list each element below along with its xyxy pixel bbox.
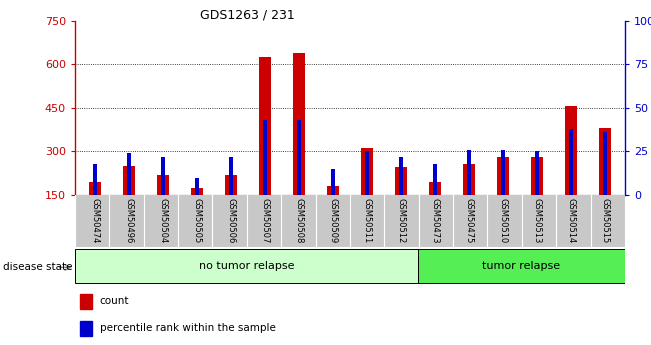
Bar bbox=[127, 153, 132, 195]
Bar bbox=[263, 120, 267, 195]
Text: no tumor relapse: no tumor relapse bbox=[199, 261, 294, 270]
Bar bbox=[361, 148, 373, 195]
Bar bbox=[331, 169, 335, 195]
Bar bbox=[191, 188, 203, 195]
Text: GSM50515: GSM50515 bbox=[600, 197, 609, 243]
Text: GSM50514: GSM50514 bbox=[566, 197, 575, 243]
Text: count: count bbox=[100, 296, 129, 306]
Text: GSM50474: GSM50474 bbox=[90, 197, 100, 243]
Text: GSM50511: GSM50511 bbox=[363, 197, 371, 243]
Bar bbox=[497, 157, 508, 195]
Text: GSM50506: GSM50506 bbox=[227, 197, 236, 243]
Bar bbox=[80, 294, 92, 309]
Bar bbox=[89, 182, 101, 195]
Text: GSM50496: GSM50496 bbox=[125, 197, 133, 243]
Bar bbox=[531, 157, 543, 195]
Text: GDS1263 / 231: GDS1263 / 231 bbox=[200, 9, 295, 22]
Text: GSM50512: GSM50512 bbox=[396, 197, 406, 243]
Bar bbox=[467, 150, 471, 195]
Text: GSM50504: GSM50504 bbox=[159, 197, 168, 243]
Bar bbox=[564, 106, 577, 195]
Bar bbox=[93, 164, 97, 195]
Bar bbox=[534, 151, 539, 195]
Bar bbox=[225, 175, 237, 195]
Text: GSM50513: GSM50513 bbox=[532, 197, 541, 243]
Bar bbox=[395, 167, 407, 195]
Text: GSM50475: GSM50475 bbox=[464, 197, 473, 243]
Bar bbox=[157, 175, 169, 195]
Bar bbox=[123, 166, 135, 195]
Text: GSM50505: GSM50505 bbox=[193, 197, 202, 243]
Bar bbox=[463, 165, 475, 195]
Bar bbox=[433, 164, 437, 195]
Bar bbox=[568, 129, 573, 195]
Text: GSM50508: GSM50508 bbox=[294, 197, 303, 243]
Bar bbox=[418, 248, 625, 283]
Bar bbox=[327, 186, 339, 195]
Bar bbox=[599, 128, 611, 195]
Text: GSM50473: GSM50473 bbox=[430, 197, 439, 243]
Text: tumor relapse: tumor relapse bbox=[482, 261, 561, 270]
Bar bbox=[429, 182, 441, 195]
Bar bbox=[259, 57, 271, 195]
Bar bbox=[399, 157, 403, 195]
Text: percentile rank within the sample: percentile rank within the sample bbox=[100, 323, 275, 333]
Text: GSM50510: GSM50510 bbox=[498, 197, 507, 243]
Text: GSM50509: GSM50509 bbox=[329, 197, 337, 243]
Bar bbox=[80, 321, 92, 336]
Bar bbox=[365, 151, 369, 195]
Bar bbox=[195, 178, 199, 195]
Bar bbox=[293, 53, 305, 195]
Bar bbox=[603, 132, 607, 195]
Bar bbox=[501, 150, 505, 195]
Bar bbox=[229, 157, 233, 195]
Text: GSM50507: GSM50507 bbox=[260, 197, 270, 243]
Bar bbox=[161, 157, 165, 195]
Bar bbox=[297, 120, 301, 195]
Bar bbox=[75, 248, 418, 283]
Text: disease state: disease state bbox=[3, 263, 73, 272]
